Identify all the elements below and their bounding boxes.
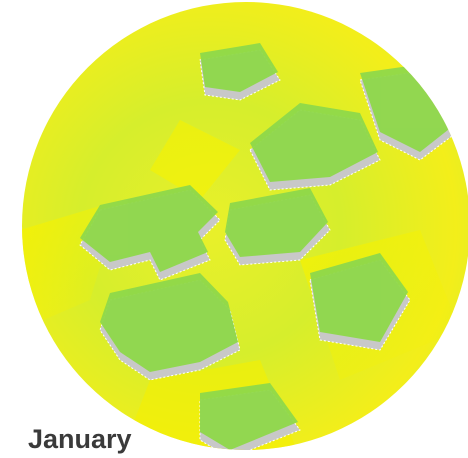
month-label: January (28, 424, 132, 454)
